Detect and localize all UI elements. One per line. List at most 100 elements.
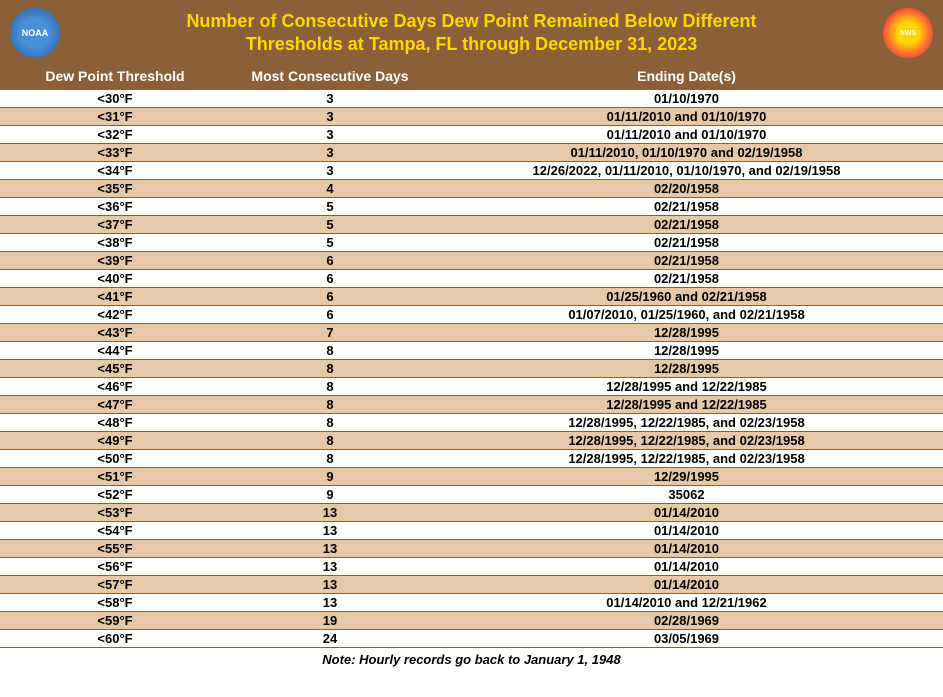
cell-dates: 01/14/2010 xyxy=(430,522,943,539)
cell-dates: 01/11/2010 and 01/10/1970 xyxy=(430,126,943,143)
column-header-dates: Ending Date(s) xyxy=(430,68,943,84)
column-header-days: Most Consecutive Days xyxy=(230,68,430,84)
table-row: <47°F812/28/1995 and 12/22/1985 xyxy=(0,396,943,414)
noaa-logo-text: NOAA xyxy=(22,28,49,38)
table-row: <59°F1902/28/1969 xyxy=(0,612,943,630)
cell-threshold: <48°F xyxy=(0,414,230,431)
cell-dates: 12/29/1995 xyxy=(430,468,943,485)
cell-threshold: <35°F xyxy=(0,180,230,197)
cell-threshold: <59°F xyxy=(0,612,230,629)
cell-threshold: <40°F xyxy=(0,270,230,287)
cell-dates: 12/28/1995, 12/22/1985, and 02/23/1958 xyxy=(430,450,943,467)
cell-dates: 01/14/2010 xyxy=(430,558,943,575)
cell-days: 5 xyxy=(230,198,430,215)
cell-dates: 01/11/2010, 01/10/1970 and 02/19/1958 xyxy=(430,144,943,161)
table-row: <46°F812/28/1995 and 12/22/1985 xyxy=(0,378,943,396)
table-body: <30°F301/10/1970<31°F301/11/2010 and 01/… xyxy=(0,90,943,648)
cell-dates: 02/28/1969 xyxy=(430,612,943,629)
cell-days: 3 xyxy=(230,144,430,161)
cell-dates: 12/28/1995 xyxy=(430,342,943,359)
cell-threshold: <34°F xyxy=(0,162,230,179)
cell-days: 3 xyxy=(230,162,430,179)
cell-dates: 12/26/2022, 01/11/2010, 01/10/1970, and … xyxy=(430,162,943,179)
cell-dates: 01/11/2010 and 01/10/1970 xyxy=(430,108,943,125)
cell-threshold: <33°F xyxy=(0,144,230,161)
table-row: <58°F1301/14/2010 and 12/21/1962 xyxy=(0,594,943,612)
cell-threshold: <51°F xyxy=(0,468,230,485)
cell-threshold: <30°F xyxy=(0,90,230,107)
nws-logo-text: NWS xyxy=(900,30,916,37)
table-row: <32°F301/11/2010 and 01/10/1970 xyxy=(0,126,943,144)
table-row: <41°F601/25/1960 and 02/21/1958 xyxy=(0,288,943,306)
cell-days: 7 xyxy=(230,324,430,341)
header-bar: NOAA Number of Consecutive Days Dew Poin… xyxy=(0,0,943,66)
cell-dates: 12/28/1995 xyxy=(430,324,943,341)
cell-dates: 12/28/1995 xyxy=(430,360,943,377)
cell-threshold: <55°F xyxy=(0,540,230,557)
cell-threshold: <46°F xyxy=(0,378,230,395)
cell-days: 8 xyxy=(230,360,430,377)
cell-threshold: <53°F xyxy=(0,504,230,521)
cell-threshold: <52°F xyxy=(0,486,230,503)
cell-dates: 01/14/2010 xyxy=(430,576,943,593)
cell-days: 6 xyxy=(230,252,430,269)
cell-days: 3 xyxy=(230,126,430,143)
column-header-row: Dew Point Threshold Most Consecutive Day… xyxy=(0,66,943,90)
cell-days: 6 xyxy=(230,288,430,305)
cell-days: 13 xyxy=(230,540,430,557)
cell-dates: 12/28/1995 and 12/22/1985 xyxy=(430,378,943,395)
nws-logo-icon: NWS xyxy=(883,8,933,58)
cell-threshold: <39°F xyxy=(0,252,230,269)
cell-threshold: <45°F xyxy=(0,360,230,377)
table-row: <35°F402/20/1958 xyxy=(0,180,943,198)
cell-threshold: <60°F xyxy=(0,630,230,647)
cell-days: 6 xyxy=(230,270,430,287)
table-row: <33°F301/11/2010, 01/10/1970 and 02/19/1… xyxy=(0,144,943,162)
cell-days: 4 xyxy=(230,180,430,197)
cell-dates: 01/07/2010, 01/25/1960, and 02/21/1958 xyxy=(430,306,943,323)
cell-dates: 03/05/1969 xyxy=(430,630,943,647)
cell-days: 13 xyxy=(230,594,430,611)
table-container: NOAA Number of Consecutive Days Dew Poin… xyxy=(0,0,943,671)
cell-dates: 02/21/1958 xyxy=(430,234,943,251)
cell-days: 13 xyxy=(230,558,430,575)
table-row: <43°F712/28/1995 xyxy=(0,324,943,342)
cell-days: 13 xyxy=(230,522,430,539)
cell-dates: 01/25/1960 and 02/21/1958 xyxy=(430,288,943,305)
table-row: <49°F812/28/1995, 12/22/1985, and 02/23/… xyxy=(0,432,943,450)
cell-days: 8 xyxy=(230,414,430,431)
cell-threshold: <36°F xyxy=(0,198,230,215)
cell-days: 8 xyxy=(230,396,430,413)
cell-dates: 35062 xyxy=(430,486,943,503)
cell-threshold: <31°F xyxy=(0,108,230,125)
table-row: <31°F301/11/2010 and 01/10/1970 xyxy=(0,108,943,126)
table-row: <50°F812/28/1995, 12/22/1985, and 02/23/… xyxy=(0,450,943,468)
cell-days: 9 xyxy=(230,486,430,503)
table-row: <53°F1301/14/2010 xyxy=(0,504,943,522)
cell-days: 3 xyxy=(230,108,430,125)
cell-days: 13 xyxy=(230,576,430,593)
cell-days: 8 xyxy=(230,432,430,449)
cell-days: 13 xyxy=(230,504,430,521)
cell-days: 24 xyxy=(230,630,430,647)
cell-threshold: <50°F xyxy=(0,450,230,467)
title-line-1: Number of Consecutive Days Dew Point Rem… xyxy=(60,10,883,33)
column-header-threshold: Dew Point Threshold xyxy=(0,68,230,84)
table-row: <44°F812/28/1995 xyxy=(0,342,943,360)
title-line-2: Thresholds at Tampa, FL through December… xyxy=(60,33,883,56)
cell-threshold: <54°F xyxy=(0,522,230,539)
cell-dates: 01/14/2010 and 12/21/1962 xyxy=(430,594,943,611)
title-block: Number of Consecutive Days Dew Point Rem… xyxy=(60,10,883,57)
cell-dates: 02/20/1958 xyxy=(430,180,943,197)
cell-days: 8 xyxy=(230,450,430,467)
cell-threshold: <41°F xyxy=(0,288,230,305)
cell-dates: 12/28/1995, 12/22/1985, and 02/23/1958 xyxy=(430,414,943,431)
cell-dates: 02/21/1958 xyxy=(430,252,943,269)
noaa-logo-icon: NOAA xyxy=(10,8,60,58)
table-row: <60°F2403/05/1969 xyxy=(0,630,943,648)
table-row: <57°F1301/14/2010 xyxy=(0,576,943,594)
table-row: <55°F1301/14/2010 xyxy=(0,540,943,558)
table-row: <39°F602/21/1958 xyxy=(0,252,943,270)
cell-threshold: <49°F xyxy=(0,432,230,449)
table-row: <34°F312/26/2022, 01/11/2010, 01/10/1970… xyxy=(0,162,943,180)
